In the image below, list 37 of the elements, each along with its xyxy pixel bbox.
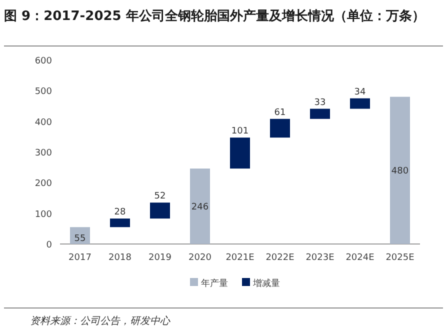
bar <box>150 202 170 219</box>
bar <box>230 138 250 169</box>
y-tick-label: 500 <box>34 87 52 98</box>
bar <box>270 118 290 138</box>
y-tick-label: 300 <box>34 148 52 158</box>
data-label: 34 <box>354 87 366 98</box>
data-label: 101 <box>231 126 249 137</box>
x-tick-label: 2021E <box>226 253 255 263</box>
x-tick-label: 2019 <box>148 253 172 263</box>
text: 资料来源：公司公告，研发中心 <box>30 315 171 327</box>
data-label: 246 <box>191 202 209 212</box>
legend-label: 年产量 <box>201 278 228 289</box>
bar <box>390 96 410 244</box>
y-tick-label: 200 <box>34 179 52 190</box>
y-tick-label: 400 <box>34 118 52 128</box>
x-tick-label: 2017 <box>68 253 92 263</box>
y-tick-label: 100 <box>34 210 52 220</box>
bar <box>350 98 370 109</box>
data-label: 480 <box>391 166 409 176</box>
data-label: 52 <box>154 192 166 202</box>
x-tick-label: 2023E <box>306 253 335 263</box>
x-tick-label: 2025E <box>386 253 415 263</box>
x-tick-label: 2022E <box>266 253 295 263</box>
bar <box>190 168 210 244</box>
data-label: 61 <box>274 108 286 118</box>
y-tick-label: 0 <box>46 240 52 250</box>
y-tick-label: 600 <box>34 56 52 66</box>
chart-title: 图 9：2017-2025 年公司全钢轮胎国外产量及增长情况（单位：万条） <box>4 8 425 24</box>
data-label: 28 <box>114 208 126 218</box>
legend-label: 增减量 <box>252 278 280 289</box>
data-label: 55 <box>74 234 86 244</box>
x-tick-label: 2020 <box>188 253 212 263</box>
bar <box>110 218 130 228</box>
bar <box>310 108 330 119</box>
x-tick-label: 2024E <box>346 253 375 263</box>
data-label: 33 <box>314 98 326 108</box>
x-tick-label: 2018 <box>108 253 132 263</box>
